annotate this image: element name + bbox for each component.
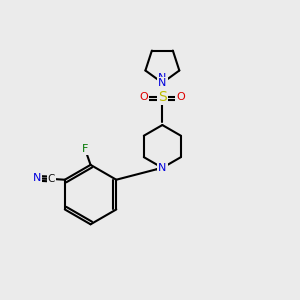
Text: F: F	[81, 143, 88, 154]
Text: S: S	[158, 90, 167, 104]
Text: C: C	[48, 174, 55, 184]
Text: N: N	[158, 163, 166, 173]
Text: N: N	[158, 74, 166, 83]
Text: O: O	[176, 92, 185, 102]
Text: N: N	[158, 163, 166, 173]
Text: N: N	[32, 173, 41, 183]
Text: O: O	[140, 92, 148, 102]
Text: N: N	[158, 78, 166, 88]
